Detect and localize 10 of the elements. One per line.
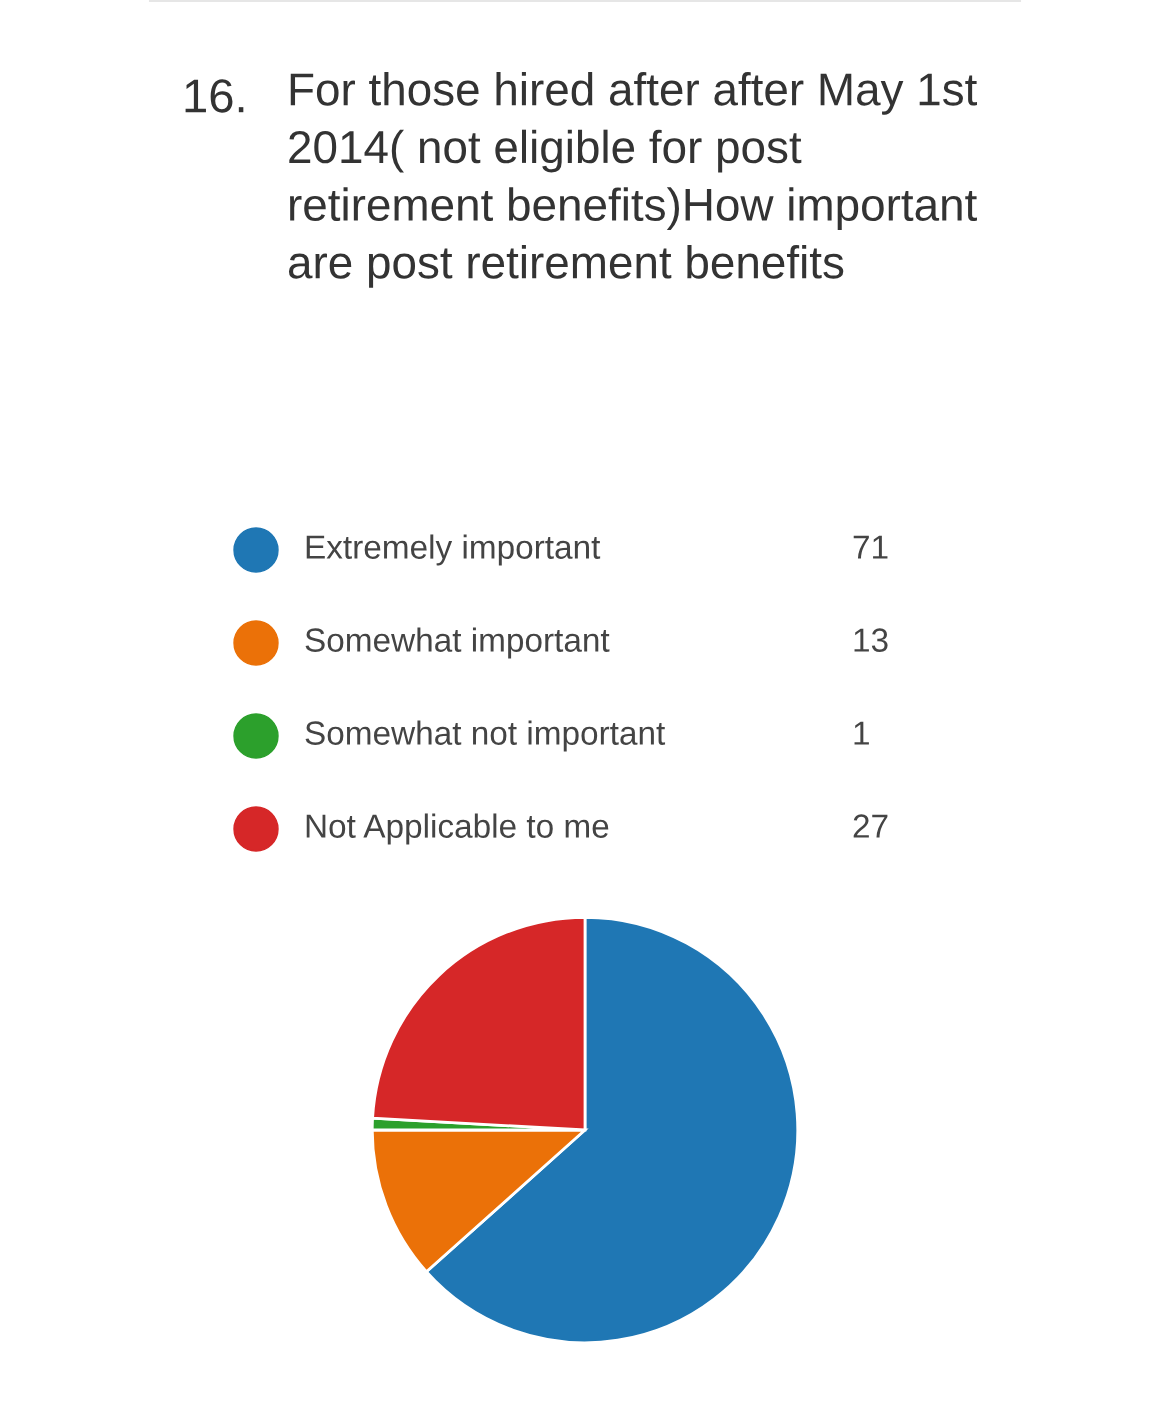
legend-label: Somewhat important xyxy=(305,627,610,659)
legend-label: Extremely important xyxy=(306,534,601,566)
text: 16. xyxy=(185,79,244,113)
legend-label: Not Applicable to me xyxy=(306,813,609,845)
legend-label: Somewhat not important xyxy=(305,720,666,752)
chart-title: For those hired after after May 1st 2014( not eligible for post retirement benefits)How important are post retirement benefits xyxy=(288,72,977,288)
data-label: 13 xyxy=(854,628,888,652)
data-label: 71 xyxy=(853,535,888,559)
data-label: 1 xyxy=(854,721,869,745)
data-label: 27 xyxy=(853,814,888,838)
